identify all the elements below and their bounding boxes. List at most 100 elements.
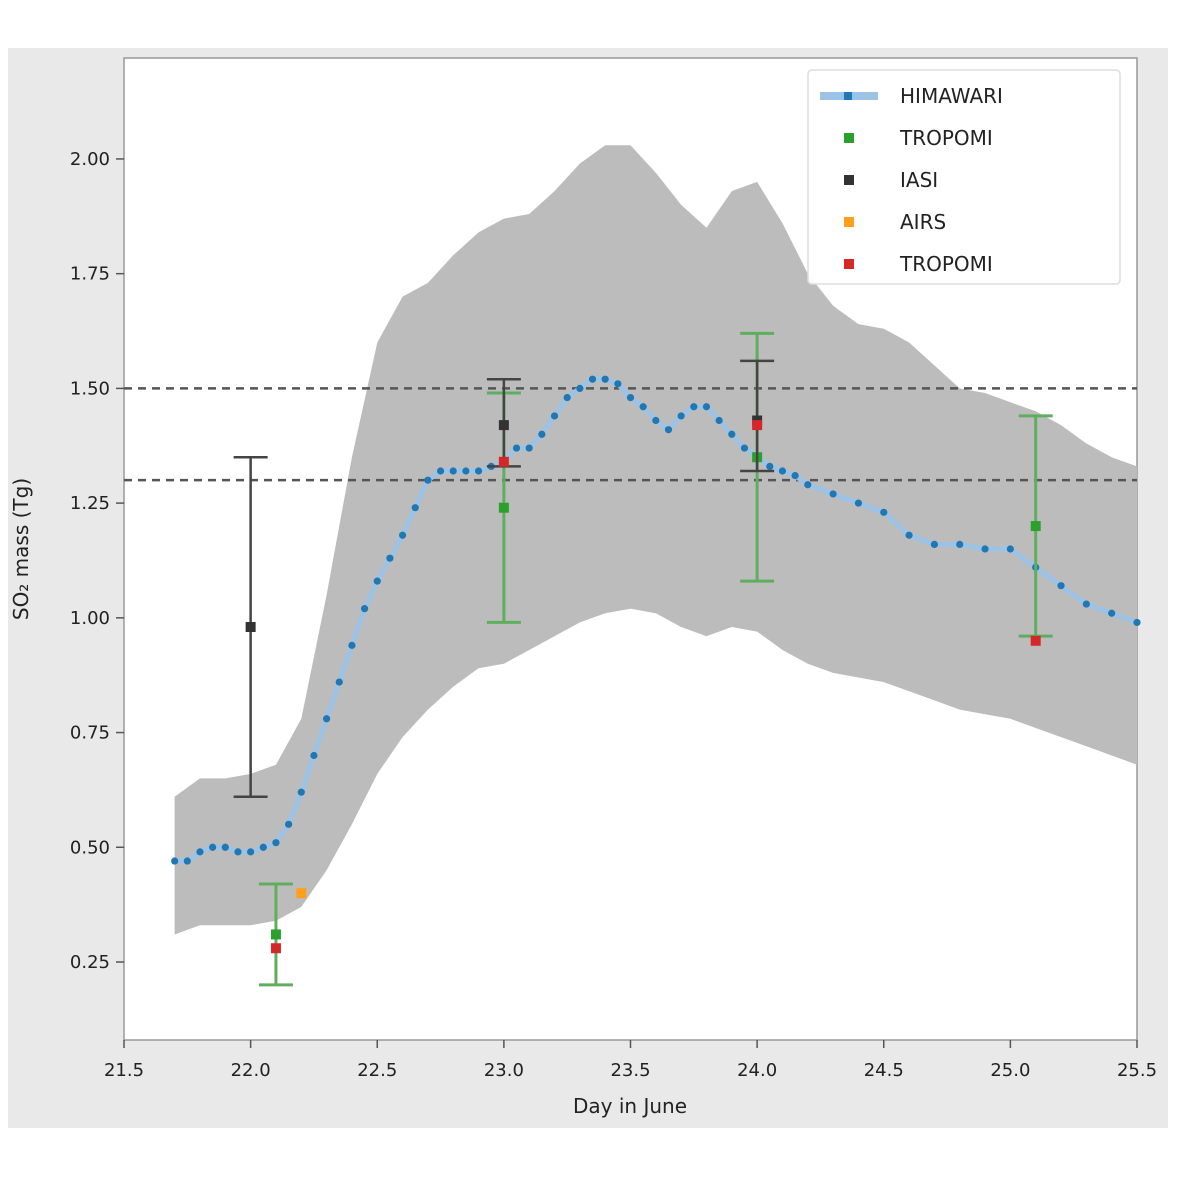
series-point [360,605,369,613]
x-tick-label: 22.5 [357,1060,397,1081]
series-point [323,715,331,723]
series-point [626,393,635,402]
series-point [196,848,204,856]
series-point [297,788,305,796]
series-point [829,490,837,498]
legend-marker-swatch [844,92,852,100]
series-point [715,416,723,425]
series-point [880,508,888,516]
series-point [1133,618,1141,627]
legend-marker-swatch [844,175,854,185]
series-point [335,678,343,686]
series-point [804,481,812,489]
x-tick-label: 24.0 [737,1060,777,1081]
axes-layer: 21.5 22.0 22.5 23.0 23.5 24.0 24.5 25.0 25.5 0.25… [70,149,1157,1081]
series-point [234,848,242,856]
legend-label: AIRS [900,210,946,234]
legend-marker-swatch [844,217,854,227]
y-tick-label: 1.00 [70,608,110,629]
observation-point [498,456,509,467]
legend-label: IASI [900,168,938,192]
series-point [348,641,356,649]
series-point [854,499,863,507]
observation-point [296,888,307,899]
observation-point [270,943,281,954]
series-point [930,540,939,549]
x-tick-label: 23.0 [484,1060,524,1081]
y-tick-label: 2.00 [70,149,110,170]
series-point [740,444,749,452]
series-point [728,430,736,438]
observation-point [270,929,281,940]
legend-marker-swatch [844,133,854,143]
series-point [512,444,521,452]
series-point [310,751,318,760]
y-tick-label: 1.25 [70,493,110,514]
legend-label: TROPOMI [899,252,993,276]
series-point [702,403,711,411]
series-point [183,857,191,865]
series-point [272,839,280,847]
series-point [449,467,457,475]
series-point [588,375,597,383]
series-point [690,403,698,411]
observation-point [245,622,256,633]
series-point [285,820,293,828]
series-point [538,430,546,438]
series-point [664,426,673,434]
spread-band-layer [174,145,1138,935]
x-tick-label: 24.5 [864,1060,904,1081]
series-point [221,843,229,851]
x-tick-label: 23.5 [610,1060,650,1081]
series-point [171,857,179,865]
observation-point [1030,521,1041,532]
series-point [601,375,609,383]
series-point [791,471,799,480]
series-point [639,403,647,411]
spread-band [174,145,1138,935]
series-point [981,545,989,553]
series-point [462,467,470,475]
series-layer [171,375,1141,865]
series-point [550,412,559,420]
series-point [652,416,660,425]
series-point [436,467,445,475]
observation-point [1030,635,1041,646]
y-tick-label: 0.25 [70,952,110,973]
x-tick-label: 25.0 [990,1060,1030,1081]
series-point [677,412,685,420]
legend-label: HIMAWARI [900,84,1003,108]
series-point [1057,582,1065,590]
series-point [576,384,584,392]
series-point [778,467,787,475]
reference-lines-layer [124,387,1137,482]
series-line [174,376,1138,864]
series-point [766,462,774,471]
series-point [563,393,571,402]
series-point [956,540,964,549]
legend-box [807,69,1121,285]
observation-point [498,502,509,513]
legend: HIMAWARI TROPOMI IASI AIRS TROPOMI [807,69,1121,285]
y-tick-label: 1.50 [70,378,110,399]
legend-marker-swatch [844,259,854,269]
series-point [614,380,622,388]
x-tick-label: 21.5 [104,1060,144,1081]
series-point [905,531,913,539]
y-tick-label: 1.75 [70,264,110,285]
observations-layer [233,331,1053,987]
y-axis-label: SO₂ mass (Tg) [9,478,33,620]
series-point [525,444,533,452]
series-point [386,554,394,562]
y-tick-label: 0.50 [70,837,110,858]
legend-label: TROPOMI [899,126,993,150]
series-point [1082,600,1090,608]
observation-point [752,420,763,431]
x-axis-label: Day in June [573,1094,687,1118]
series-point [474,467,483,475]
x-tick-label: 22.0 [231,1060,271,1081]
series-point [259,843,267,851]
series-point [398,531,407,539]
series-point [411,504,419,512]
